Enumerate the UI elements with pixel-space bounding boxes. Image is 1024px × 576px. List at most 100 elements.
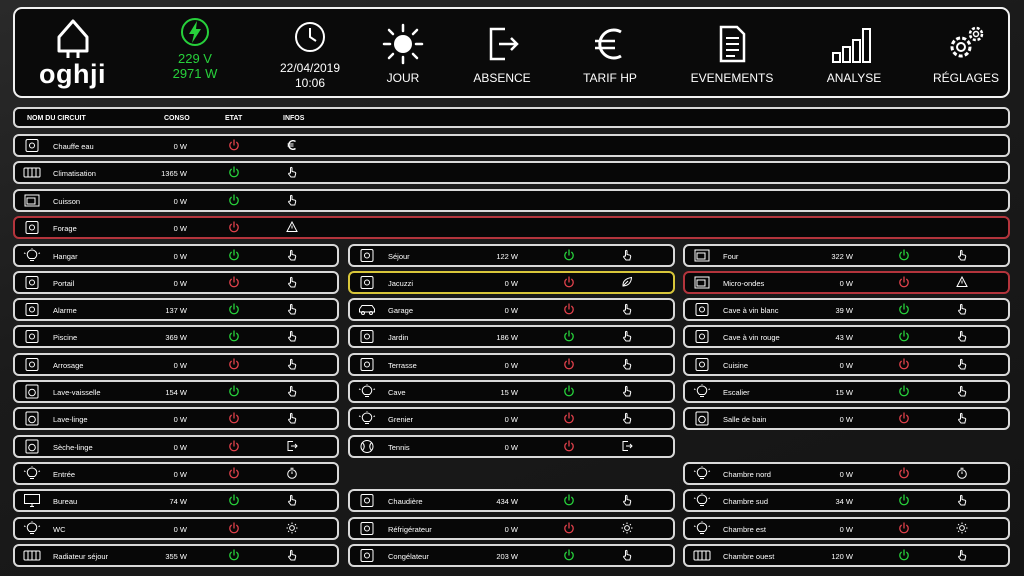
hand-icon[interactable] bbox=[621, 385, 633, 397]
power-off-icon[interactable] bbox=[898, 276, 910, 288]
power-off-icon[interactable] bbox=[228, 439, 240, 452]
power-on-icon[interactable] bbox=[898, 385, 910, 397]
sun-icon[interactable] bbox=[956, 522, 968, 534]
hand-icon[interactable] bbox=[956, 330, 968, 342]
circuit-row[interactable]: Bureau 74 W bbox=[13, 489, 339, 513]
timer-icon[interactable] bbox=[286, 467, 298, 479]
hand-icon[interactable] bbox=[621, 549, 633, 561]
hand-icon[interactable] bbox=[286, 358, 298, 370]
hand-icon[interactable] bbox=[956, 249, 968, 261]
nav-tarif-button[interactable]: TARIF HP bbox=[555, 23, 665, 85]
power-off-icon[interactable] bbox=[228, 521, 240, 534]
warning-icon[interactable] bbox=[956, 275, 968, 288]
hand-icon[interactable] bbox=[956, 303, 968, 315]
circuit-row[interactable]: Chaudière 434 W bbox=[348, 489, 675, 513]
power-on-icon[interactable] bbox=[228, 494, 240, 506]
circuit-row[interactable]: Cave 15 W bbox=[348, 380, 675, 403]
hand-icon[interactable] bbox=[286, 494, 298, 506]
power-off-icon[interactable] bbox=[563, 521, 575, 534]
circuit-row[interactable]: Garage 0 W bbox=[348, 298, 675, 322]
hand-icon[interactable] bbox=[286, 249, 298, 261]
power-on-icon[interactable] bbox=[228, 193, 240, 206]
nav-reglages-button[interactable]: RÉGLAGES bbox=[911, 23, 1021, 85]
circuit-row[interactable]: Hangar 0 W bbox=[13, 243, 339, 267]
hand-icon[interactable] bbox=[621, 494, 633, 506]
circuit-row[interactable]: WC 0 W bbox=[13, 516, 339, 540]
hand-icon[interactable] bbox=[286, 303, 298, 315]
hand-icon[interactable] bbox=[286, 385, 298, 397]
sun-icon[interactable] bbox=[621, 522, 633, 534]
circuit-row[interactable]: Micro-ondes 0 W bbox=[683, 270, 1010, 294]
circuit-row[interactable]: Radiateur séjour 355 W bbox=[13, 543, 339, 567]
nav-evenements-button[interactable]: EVENEMENTS bbox=[677, 23, 787, 85]
hand-icon[interactable] bbox=[286, 194, 298, 206]
nav-analyse-button[interactable]: ANALYSE bbox=[799, 23, 909, 85]
power-off-icon[interactable] bbox=[228, 467, 240, 479]
circuit-row[interactable]: Lave-vaisselle 154 W bbox=[13, 380, 339, 403]
power-on-icon[interactable] bbox=[563, 330, 575, 342]
power-off-icon[interactable] bbox=[563, 358, 575, 370]
circuit-row[interactable]: Séjour 122 W bbox=[348, 243, 675, 267]
power-on-icon[interactable] bbox=[898, 549, 910, 561]
power-off-icon[interactable] bbox=[563, 276, 575, 288]
circuit-row[interactable]: Arrosage 0 W bbox=[13, 352, 339, 376]
circuit-row[interactable]: Chambre est 0 W bbox=[683, 516, 1010, 540]
hand-icon[interactable] bbox=[286, 166, 298, 178]
circuit-row[interactable]: Entrée 0 W bbox=[13, 461, 339, 485]
circuit-row[interactable]: Cuisson 0 W bbox=[13, 188, 1010, 212]
circuit-row[interactable]: Piscine 369 W bbox=[13, 325, 339, 349]
circuit-row[interactable]: Sèche-linge 0 W bbox=[13, 434, 339, 458]
euro-icon[interactable] bbox=[286, 139, 298, 151]
power-on-icon[interactable] bbox=[228, 549, 240, 561]
logo[interactable]: oghji bbox=[35, 15, 110, 95]
timer-icon[interactable] bbox=[956, 467, 968, 479]
exit-icon[interactable] bbox=[286, 440, 298, 452]
hand-icon[interactable] bbox=[286, 276, 298, 288]
sun-icon[interactable] bbox=[286, 522, 298, 534]
power-on-icon[interactable] bbox=[228, 166, 240, 178]
power-on-icon[interactable] bbox=[898, 330, 910, 342]
hand-icon[interactable] bbox=[286, 330, 298, 342]
circuit-row[interactable]: Terrasse 0 W bbox=[348, 352, 675, 376]
power-off-icon[interactable] bbox=[228, 358, 240, 370]
power-off-icon[interactable] bbox=[898, 467, 910, 479]
warning-icon[interactable] bbox=[286, 220, 298, 233]
power-on-icon[interactable] bbox=[228, 248, 240, 261]
circuit-row[interactable]: Climatisation 1365 W bbox=[13, 161, 1010, 185]
hand-icon[interactable] bbox=[621, 303, 633, 315]
circuit-row[interactable]: Cave à vin rouge 43 W bbox=[683, 325, 1010, 349]
power-on-icon[interactable] bbox=[898, 248, 910, 261]
power-off-icon[interactable] bbox=[563, 439, 575, 452]
circuit-row[interactable]: Forage 0 W bbox=[13, 215, 1010, 239]
nav-jour-button[interactable]: JOUR bbox=[348, 23, 458, 85]
circuit-row[interactable]: Chauffe eau 0 W bbox=[13, 134, 1010, 157]
circuit-row[interactable]: Jacuzzi 0 W bbox=[348, 270, 675, 294]
circuit-row[interactable]: Four 322 W bbox=[683, 243, 1010, 267]
circuit-row[interactable]: Congélateur 203 W bbox=[348, 543, 675, 567]
circuit-row[interactable]: Salle de bain 0 W bbox=[683, 407, 1010, 431]
hand-icon[interactable] bbox=[621, 249, 633, 261]
power-off-icon[interactable] bbox=[898, 412, 910, 424]
power-on-icon[interactable] bbox=[228, 330, 240, 342]
power-on-icon[interactable] bbox=[563, 385, 575, 397]
power-off-icon[interactable] bbox=[228, 221, 240, 233]
power-on-icon[interactable] bbox=[228, 385, 240, 397]
hand-icon[interactable] bbox=[621, 358, 633, 370]
hand-icon[interactable] bbox=[956, 549, 968, 561]
circuit-row[interactable]: Tennis 0 W bbox=[348, 434, 675, 458]
circuit-row[interactable]: Chambre sud 34 W bbox=[683, 489, 1010, 513]
nav-absence-button[interactable]: ABSENCE bbox=[447, 23, 557, 85]
circuit-row[interactable]: Chambre ouest 120 W bbox=[683, 543, 1010, 567]
circuit-row[interactable]: Grenier 0 W bbox=[348, 407, 675, 431]
circuit-row[interactable]: Jardin 186 W bbox=[348, 325, 675, 349]
power-off-icon[interactable] bbox=[563, 303, 575, 315]
power-on-icon[interactable] bbox=[563, 494, 575, 506]
power-on-icon[interactable] bbox=[898, 494, 910, 506]
circuit-row[interactable]: Cave à vin blanc 39 W bbox=[683, 298, 1010, 322]
power-off-icon[interactable] bbox=[228, 412, 240, 424]
hand-icon[interactable] bbox=[956, 358, 968, 370]
power-off-icon[interactable] bbox=[228, 139, 240, 151]
circuit-row[interactable]: Réfrigérateur 0 W bbox=[348, 516, 675, 540]
power-on-icon[interactable] bbox=[898, 303, 910, 315]
leaf-icon[interactable] bbox=[621, 276, 633, 288]
